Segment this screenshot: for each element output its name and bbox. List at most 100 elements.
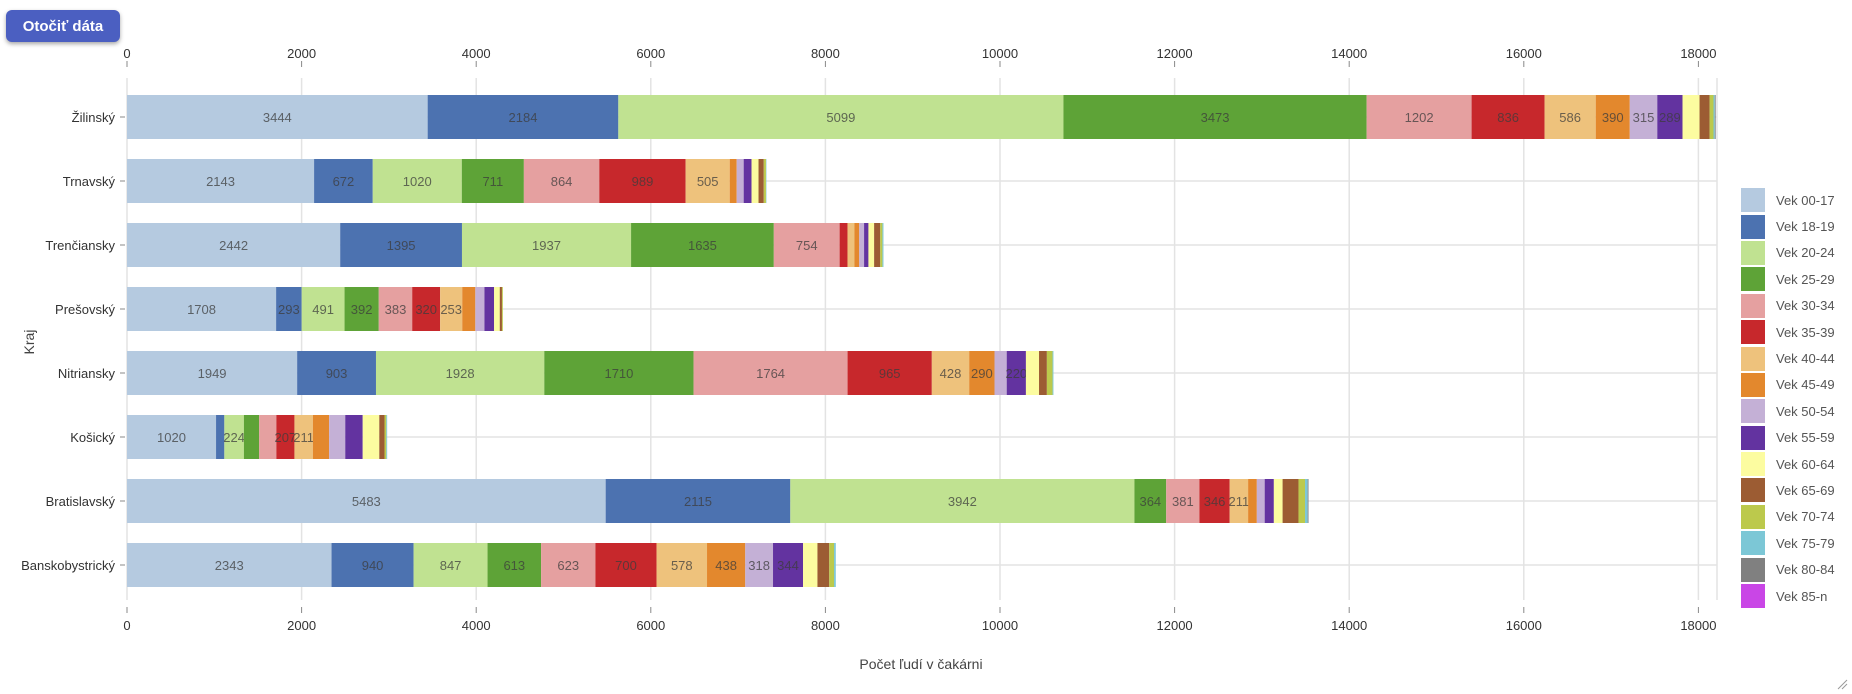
bar-segment[interactable]: [1307, 479, 1309, 523]
bar-segment[interactable]: [216, 415, 225, 459]
bar-segment[interactable]: [1544, 95, 1596, 139]
bar-segment[interactable]: [484, 287, 495, 331]
bar-segment[interactable]: [631, 223, 774, 267]
bar-segment[interactable]: [1025, 351, 1040, 395]
bar-segment[interactable]: [344, 287, 379, 331]
legend-item[interactable]: Vek 55-59: [1741, 425, 1835, 451]
bar-segment[interactable]: [1657, 95, 1683, 139]
bar-segment[interactable]: [297, 351, 376, 395]
bar-segment[interactable]: [743, 159, 752, 203]
bar-segment[interactable]: [329, 415, 346, 459]
resize-handle-icon[interactable]: [1836, 678, 1848, 690]
bar-segment[interactable]: [375, 351, 545, 395]
bar-segment[interactable]: [839, 223, 848, 267]
bar-segment[interactable]: [462, 287, 476, 331]
bar-segment[interactable]: [1714, 95, 1716, 139]
bar-segment[interactable]: [931, 351, 970, 395]
bar-segment[interactable]: [763, 159, 766, 203]
bar-segment[interactable]: [847, 351, 932, 395]
bar-segment[interactable]: [501, 287, 503, 331]
bar-segment[interactable]: [736, 159, 744, 203]
bar-segment[interactable]: [127, 415, 217, 459]
bar-segment[interactable]: [618, 95, 1064, 139]
legend-item[interactable]: Vek 35-39: [1741, 319, 1835, 345]
bar-segment[interactable]: [379, 415, 385, 459]
bar-segment[interactable]: [1199, 479, 1230, 523]
bar-segment[interactable]: [745, 543, 774, 587]
bar-segment[interactable]: [127, 479, 606, 523]
bar-segment[interactable]: [1298, 479, 1306, 523]
bar-segment[interactable]: [127, 95, 428, 139]
legend-item[interactable]: Vek 65-69: [1741, 477, 1835, 503]
bar-segment[interactable]: [413, 543, 488, 587]
bar-segment[interactable]: [1366, 95, 1472, 139]
bar-segment[interactable]: [378, 287, 413, 331]
bar-segment[interactable]: [994, 351, 1007, 395]
bar-segment[interactable]: [864, 223, 869, 267]
bar-segment[interactable]: [461, 223, 632, 267]
bar-segment[interactable]: [847, 223, 855, 267]
bar-segment[interactable]: [412, 287, 441, 331]
legend-item[interactable]: Vek 40-44: [1741, 345, 1835, 371]
bar-segment[interactable]: [1052, 351, 1054, 395]
bar-segment[interactable]: [331, 543, 414, 587]
bar-segment[interactable]: [386, 415, 388, 459]
bar-segment[interactable]: [314, 159, 373, 203]
bar-segment[interactable]: [384, 415, 387, 459]
bar-segment[interactable]: [829, 543, 835, 587]
bar-segment[interactable]: [487, 543, 542, 587]
bar-segment[interactable]: [1134, 479, 1167, 523]
bar-segment[interactable]: [127, 543, 332, 587]
bar-segment[interactable]: [541, 543, 596, 587]
bar-segment[interactable]: [427, 95, 619, 139]
bar-segment[interactable]: [685, 159, 730, 203]
bar-segment[interactable]: [1282, 479, 1299, 523]
bar-segment[interactable]: [1629, 95, 1658, 139]
bar-segment[interactable]: [817, 543, 830, 587]
bar-segment[interactable]: [127, 351, 298, 395]
bar-segment[interactable]: [372, 159, 462, 203]
bar-segment[interactable]: [1264, 479, 1274, 523]
bar-segment[interactable]: [854, 223, 860, 267]
bar-segment[interactable]: [276, 287, 302, 331]
bar-segment[interactable]: [1063, 95, 1367, 139]
bar-segment[interactable]: [868, 223, 875, 267]
bar-segment[interactable]: [803, 543, 818, 587]
bar-segment[interactable]: [127, 223, 341, 267]
bar-segment[interactable]: [882, 223, 884, 267]
bar-segment[interactable]: [494, 287, 500, 331]
bar-segment[interactable]: [340, 223, 462, 267]
bar-segment[interactable]: [1682, 95, 1700, 139]
bar-segment[interactable]: [595, 543, 657, 587]
bar-segment[interactable]: [345, 415, 363, 459]
bar-segment[interactable]: [1699, 95, 1710, 139]
bar-segment[interactable]: [605, 479, 791, 523]
bar-segment[interactable]: [440, 287, 463, 331]
bar-segment[interactable]: [1273, 479, 1283, 523]
legend-item[interactable]: Vek 45-49: [1741, 372, 1835, 398]
bar-segment[interactable]: [790, 479, 1135, 523]
bar-segment[interactable]: [475, 287, 485, 331]
legend-item[interactable]: Vek 85-n: [1741, 583, 1835, 609]
legend-item[interactable]: Vek 75-79: [1741, 530, 1835, 556]
bar-segment[interactable]: [312, 415, 330, 459]
bar-segment[interactable]: [773, 543, 804, 587]
bar-segment[interactable]: [1256, 479, 1265, 523]
bar-segment[interactable]: [599, 159, 686, 203]
bar-segment[interactable]: [707, 543, 746, 587]
bar-segment[interactable]: [461, 159, 524, 203]
bar-segment[interactable]: [1713, 95, 1715, 139]
legend-item[interactable]: Vek 18-19: [1741, 213, 1835, 239]
bar-segment[interactable]: [859, 223, 865, 267]
bar-segment[interactable]: [1709, 95, 1714, 139]
bar-segment[interactable]: [880, 223, 883, 267]
bar-segment[interactable]: [834, 543, 836, 587]
bar-segment[interactable]: [294, 415, 313, 459]
bar-segment[interactable]: [1006, 351, 1026, 395]
rotate-data-button[interactable]: Otočiť dáta: [6, 10, 120, 42]
legend-item[interactable]: Vek 30-34: [1741, 293, 1835, 319]
bar-segment[interactable]: [127, 159, 315, 203]
bar-segment[interactable]: [127, 287, 277, 331]
bar-segment[interactable]: [751, 159, 759, 203]
bar-segment[interactable]: [1471, 95, 1545, 139]
